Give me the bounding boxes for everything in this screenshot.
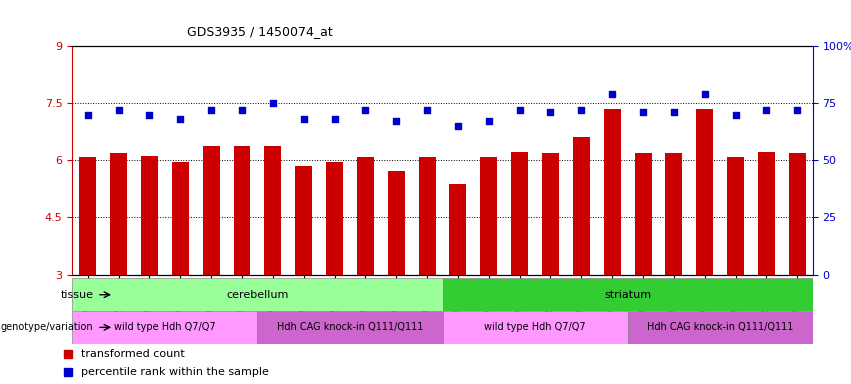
Bar (573, 137, 590, 275)
Point (111, 107, 125, 113)
Point (204, 107, 218, 113)
Text: cerebellum: cerebellum (226, 290, 288, 300)
Point (358, 107, 372, 113)
Point (698, 91, 711, 97)
Bar (172, 162, 189, 275)
Text: genotype/variation: genotype/variation (1, 322, 94, 333)
Point (482, 118, 495, 124)
Text: transformed count: transformed count (81, 349, 185, 359)
Point (791, 107, 804, 113)
Bar (443, 278, 813, 311)
Bar (295, 166, 312, 275)
Bar (326, 162, 343, 275)
Point (266, 100, 280, 106)
Point (760, 107, 774, 113)
Point (143, 111, 157, 118)
Text: wild type Hdh Q7/Q7: wild type Hdh Q7/Q7 (114, 322, 215, 333)
Bar (357, 157, 374, 275)
Bar (696, 109, 713, 275)
Bar (789, 154, 806, 275)
Bar (79, 157, 96, 275)
Point (174, 116, 187, 122)
Text: tissue: tissue (60, 290, 94, 300)
Bar (511, 152, 528, 275)
Text: Hdh CAG knock-in Q111/Q111: Hdh CAG knock-in Q111/Q111 (277, 322, 423, 333)
Text: Hdh CAG knock-in Q111/Q111: Hdh CAG knock-in Q111/Q111 (647, 322, 793, 333)
Text: striatum: striatum (604, 290, 651, 300)
Bar (265, 146, 282, 275)
Point (574, 107, 588, 113)
Bar (72, 311, 257, 344)
Bar (758, 152, 775, 275)
Point (420, 107, 434, 113)
Bar (72, 278, 443, 311)
Text: percentile rank within the sample: percentile rank within the sample (81, 366, 269, 377)
Bar (257, 311, 443, 344)
Point (544, 109, 557, 116)
Point (513, 107, 527, 113)
Bar (635, 154, 652, 275)
Bar (419, 157, 436, 275)
Point (297, 116, 311, 122)
Bar (110, 154, 127, 275)
Point (451, 123, 465, 129)
Text: GDS3935 / 1450074_at: GDS3935 / 1450074_at (187, 25, 333, 38)
Point (637, 109, 650, 116)
Point (390, 118, 403, 124)
Bar (203, 146, 220, 275)
Bar (603, 109, 620, 275)
Point (328, 116, 341, 122)
Text: wild type Hdh Q7/Q7: wild type Hdh Q7/Q7 (484, 322, 585, 333)
Point (728, 111, 742, 118)
Point (81, 111, 94, 118)
Bar (665, 154, 683, 275)
Bar (727, 157, 744, 275)
Bar (542, 154, 559, 275)
Bar (388, 171, 405, 275)
Bar (141, 156, 158, 275)
Point (235, 107, 248, 113)
Point (667, 109, 681, 116)
Bar (449, 184, 466, 275)
Bar (627, 311, 813, 344)
Bar (233, 146, 250, 275)
Point (605, 91, 619, 97)
Bar (480, 157, 497, 275)
Bar (443, 311, 627, 344)
